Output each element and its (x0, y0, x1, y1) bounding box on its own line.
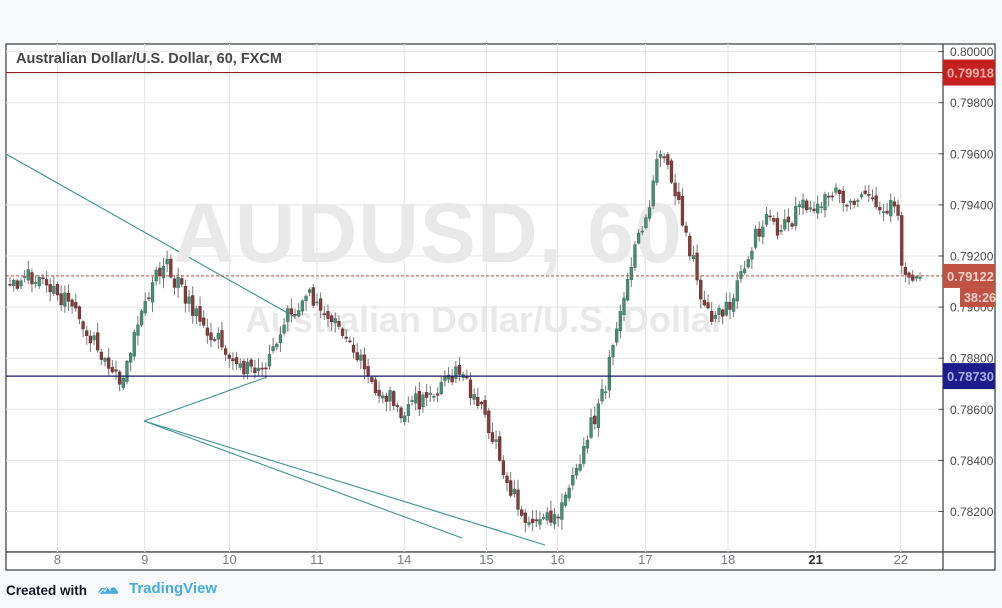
svg-text:0.78730: 0.78730 (947, 369, 994, 384)
svg-text:10: 10 (222, 552, 236, 567)
svg-text:15: 15 (479, 552, 493, 567)
svg-text:0.79600: 0.79600 (950, 147, 994, 161)
svg-text:8: 8 (54, 552, 61, 567)
svg-text:16: 16 (550, 552, 564, 567)
svg-text:0.78600: 0.78600 (950, 403, 994, 417)
svg-text:0.79200: 0.79200 (950, 250, 994, 264)
svg-text:0.78400: 0.78400 (950, 454, 994, 468)
svg-text:0.78200: 0.78200 (950, 505, 994, 519)
svg-text:Australian Dollar/U.S. Dollar,: Australian Dollar/U.S. Dollar, 60, FXCM (16, 51, 282, 67)
svg-text:AUDUSD, 60: AUDUSD, 60 (173, 186, 682, 280)
svg-text:14: 14 (397, 552, 411, 567)
svg-text:0.79122: 0.79122 (947, 269, 994, 284)
svg-text:22: 22 (894, 552, 908, 567)
svg-text:0.80000: 0.80000 (950, 45, 994, 59)
svg-text:0.79918: 0.79918 (947, 66, 994, 81)
svg-text:17: 17 (638, 552, 652, 567)
svg-text:Created with: Created with (6, 583, 87, 598)
svg-text:0.79800: 0.79800 (950, 96, 994, 110)
svg-text:21: 21 (808, 552, 822, 567)
svg-text:38:26: 38:26 (964, 291, 996, 305)
svg-text:11: 11 (310, 552, 324, 567)
svg-text:0.79400: 0.79400 (950, 198, 994, 212)
svg-text:18: 18 (721, 552, 735, 567)
svg-text:9: 9 (141, 552, 148, 567)
